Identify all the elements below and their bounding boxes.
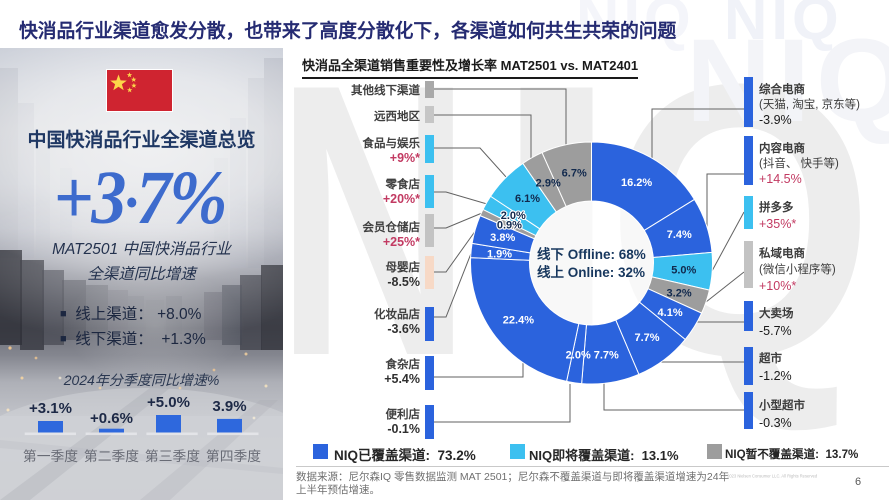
svg-text:7.4%: 7.4% [667,229,692,241]
svg-text:22.4%: 22.4% [503,315,534,327]
svg-text:0.9%: 0.9% [497,219,522,231]
svg-text:4.1%: 4.1% [658,307,683,319]
svg-text:2.0%: 2.0% [566,350,591,362]
svg-text:16.2%: 16.2% [621,177,652,189]
svg-text:2.0%: 2.0% [501,210,526,222]
svg-text:6.7%: 6.7% [562,168,587,180]
svg-text:2.9%: 2.9% [536,177,561,189]
svg-text:6.1%: 6.1% [515,193,540,205]
svg-text:3.2%: 3.2% [667,288,692,300]
svg-text:7.7%: 7.7% [634,332,659,344]
svg-text:1.9%: 1.9% [487,248,512,260]
svg-text:7.7%: 7.7% [594,349,619,361]
svg-text:3.8%: 3.8% [490,232,515,244]
svg-text:5.0%: 5.0% [671,264,696,276]
